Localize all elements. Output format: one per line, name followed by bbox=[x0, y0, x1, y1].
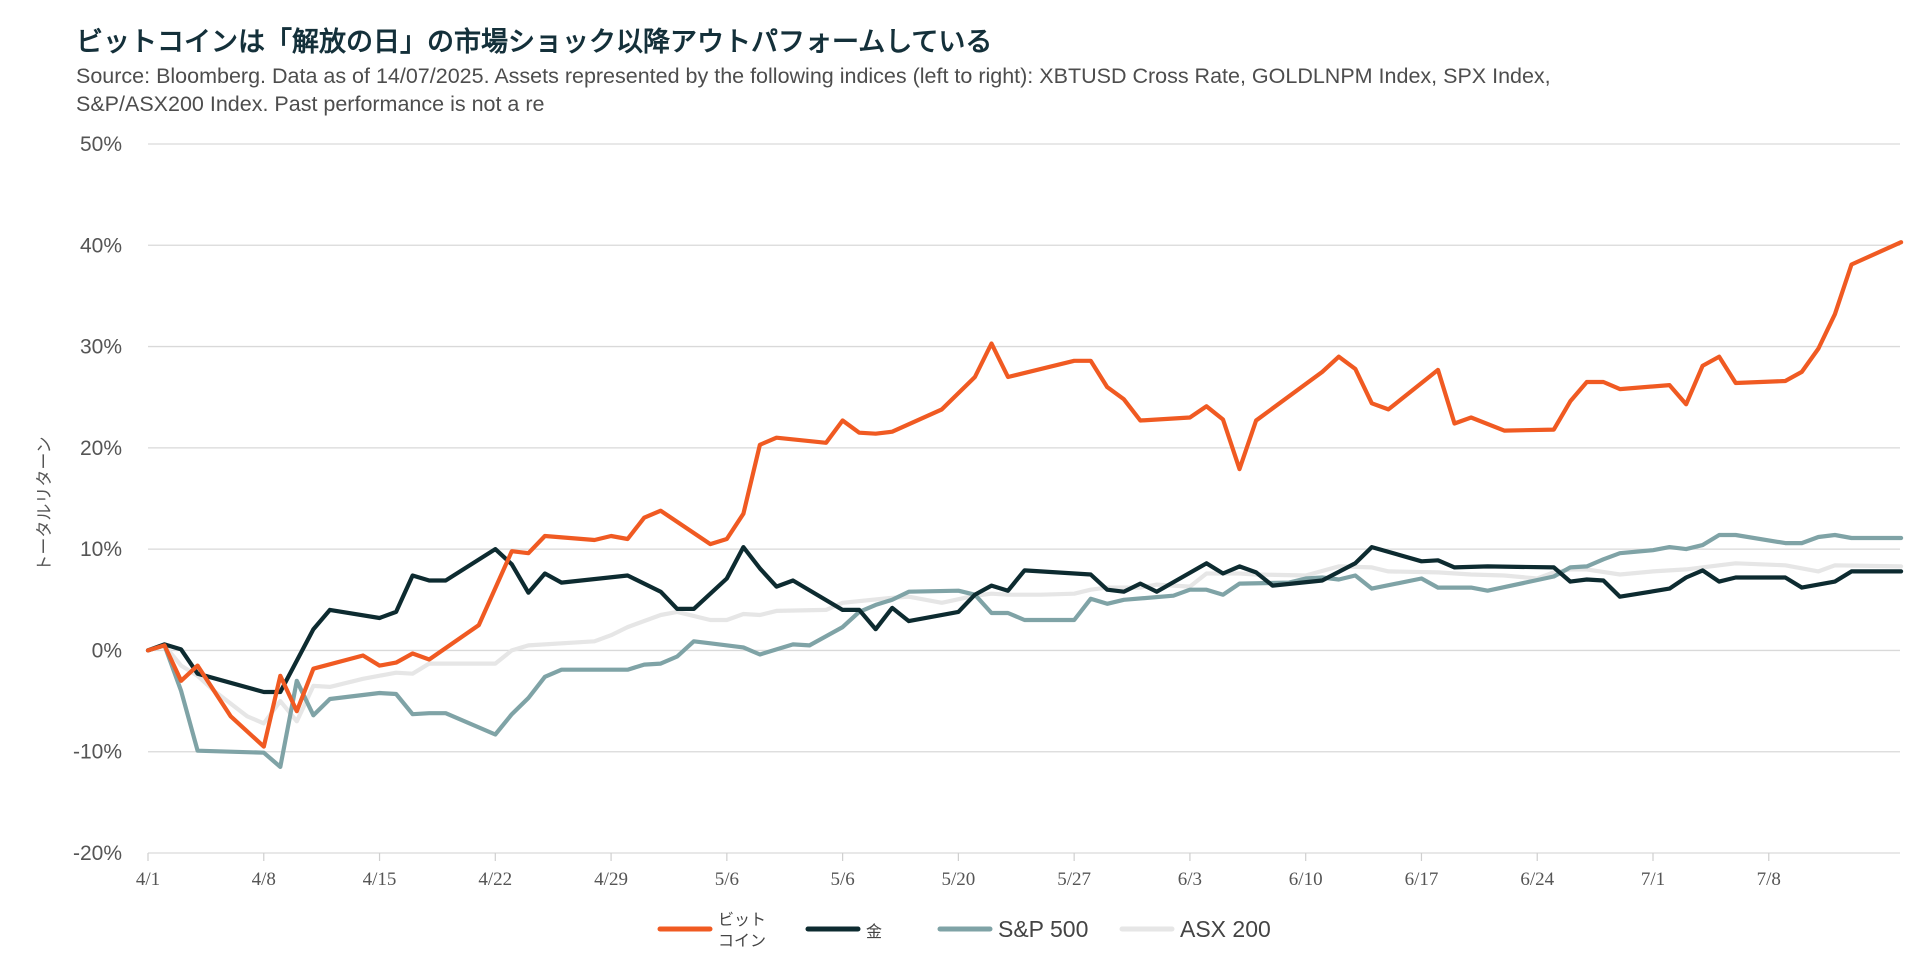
x-tick-label: 5/6 bbox=[715, 869, 739, 890]
y-tick-label: 30% bbox=[80, 336, 122, 359]
legend: ビットコイン 金 S&P 500 ASX 200 bbox=[657, 910, 1271, 950]
y-tick-label: 0% bbox=[92, 639, 122, 662]
x-tick-label: 5/27 bbox=[1057, 869, 1091, 890]
x-tick-label: 6/17 bbox=[1405, 869, 1439, 890]
x-tick-label: 6/10 bbox=[1289, 869, 1323, 890]
y-tick-label: -10% bbox=[73, 741, 122, 764]
chart-title: ビットコインは「解放の日」の市場ショック以降アウトパフォームしている bbox=[76, 27, 993, 58]
x-tick-label: 4/29 bbox=[594, 869, 628, 890]
legend-label-sp500: S&P 500 bbox=[998, 916, 1088, 942]
gridlines bbox=[148, 143, 1900, 854]
x-tick-label: 6/24 bbox=[1520, 869, 1554, 890]
y-tick-label: -20% bbox=[73, 842, 122, 865]
x-tick-label: 4/15 bbox=[363, 869, 397, 890]
y-tick-label: 40% bbox=[80, 234, 122, 257]
x-tick-label: 7/8 bbox=[1757, 869, 1781, 890]
x-tick-label: 4/22 bbox=[478, 869, 512, 890]
series-line-sp500 bbox=[145, 532, 1904, 770]
x-axis-ticks: 4/1 4/8 4/15 4/22 4/29 5/6 5/6 5/20 5/27 6/3 6/10 6… bbox=[136, 853, 1781, 890]
y-axis-ticks: 50% 40% 30% 20% 10% 0% -10% -20% bbox=[73, 133, 122, 865]
x-tick-label: 6/3 bbox=[1178, 869, 1202, 890]
x-tick-label: 7/1 bbox=[1641, 869, 1665, 890]
x-tick-label: 5/6 bbox=[830, 869, 854, 890]
x-tick-label: 5/20 bbox=[941, 869, 975, 890]
x-tick-label: 4/1 bbox=[136, 869, 160, 890]
series-line-asx200 bbox=[145, 561, 1904, 726]
x-tick-label: 4/8 bbox=[252, 869, 276, 890]
series-line-gold bbox=[145, 544, 1904, 695]
legend-label-asx200: ASX 200 bbox=[1180, 916, 1271, 942]
y-tick-label: 20% bbox=[80, 437, 122, 460]
chart-source-note: Source: Bloomberg. Data as of 14/07/2025… bbox=[76, 64, 1551, 116]
series-lines bbox=[145, 240, 1904, 770]
y-tick-label: 50% bbox=[80, 133, 122, 156]
legend-label-gold: 金 bbox=[866, 922, 882, 941]
y-axis-label: トータルリターン bbox=[35, 436, 55, 571]
y-tick-label: 10% bbox=[80, 538, 122, 561]
legend-label-bitcoin: ビットコイン bbox=[718, 910, 766, 950]
series-line-bitcoin bbox=[145, 240, 1904, 749]
